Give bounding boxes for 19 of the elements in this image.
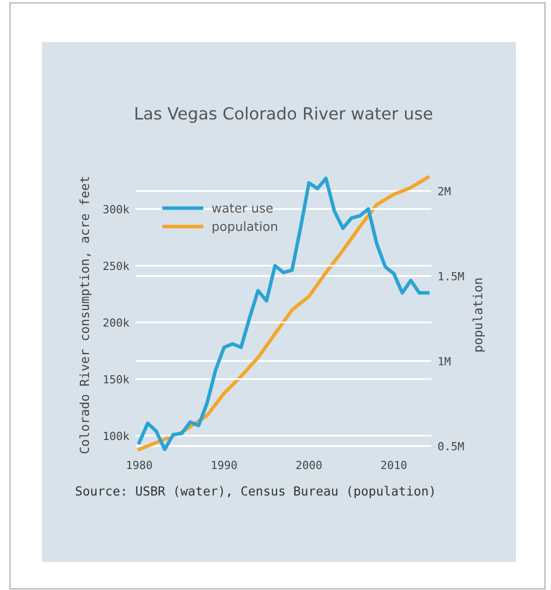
legend-label: water use [212,204,273,213]
x-tick-label: 2000 [296,460,322,470]
source-note: Source: USBR (water), Census Bureau (population) [76,486,434,498]
y2-tick-label: 1M [438,357,450,366]
y2-tick-label: 0.5M [438,442,464,450]
y-axis-title: Colorado River consumption, acre feet [79,177,92,454]
x-tick-label: 1990 [212,460,237,470]
chart-title: Las Vegas Colorado River water use [136,106,432,123]
y-tick-label: 300k [103,204,130,214]
y2-tick-label: 2M [438,186,450,196]
y-tick-label: 150k [104,374,130,384]
y-tick-label: 200k [104,318,130,327]
y-tick-label: 250k [104,261,130,270]
y2-tick-label: 1.5M [438,272,464,280]
y2-axis-title: population [472,278,485,352]
y-tick-label: 100k [104,432,130,440]
x-tick-label: 2010 [381,460,406,470]
legend-label: population [212,221,278,234]
x-tick-label: 1980 [127,460,152,470]
